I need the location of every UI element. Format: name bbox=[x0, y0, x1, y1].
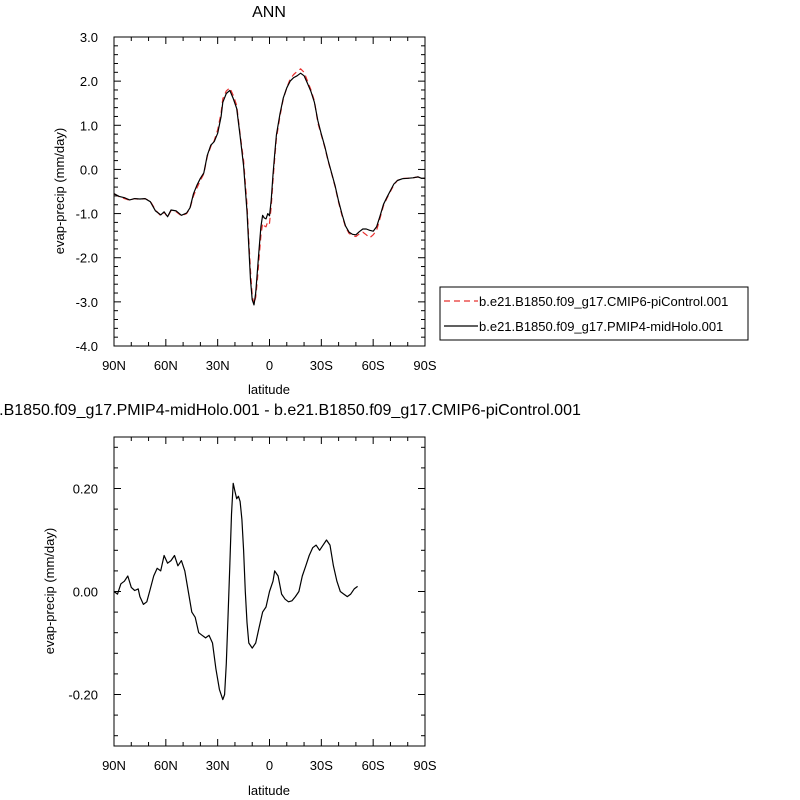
top-y-tick-label: -1.0 bbox=[76, 207, 98, 222]
bottom-x-tick-label: 90N bbox=[102, 758, 126, 773]
legend-box bbox=[439, 286, 749, 341]
top-x-tick-label: 60S bbox=[362, 358, 385, 373]
top-y-tick-label: 0.0 bbox=[80, 162, 98, 177]
top-x-tick-label: 30S bbox=[310, 358, 333, 373]
top-y-tick-label: 2.0 bbox=[80, 74, 98, 89]
top-plot-frame bbox=[113, 36, 426, 347]
top-series-line-0 bbox=[113, 68, 425, 305]
bottom-x-axis-label: latitude bbox=[248, 783, 290, 798]
top-x-tick-label: 60N bbox=[154, 358, 178, 373]
bottom-plot-area bbox=[113, 482, 358, 701]
bottom-x-tick-label: 90S bbox=[413, 758, 436, 773]
bottom-y-tick-label: 0.00 bbox=[73, 585, 98, 600]
chart-bottom: b.e21.B1850.f09_g17.PMIP4-midHolo.001 - … bbox=[0, 402, 581, 798]
top-y-axis-label: evap-precip (mm/day) bbox=[52, 128, 67, 254]
legend-label-midholo: b.e21.B1850.f09_g17.PMIP4-midHolo.001 bbox=[479, 319, 723, 334]
bottom-y-tick-label: 0.20 bbox=[73, 482, 98, 497]
top-plot-area bbox=[113, 68, 425, 306]
bottom-y-tick-label: -0.20 bbox=[68, 688, 98, 703]
bottom-y-axis-label: evap-precip (mm/day) bbox=[42, 528, 57, 654]
top-x-axis-label: latitude bbox=[248, 382, 290, 397]
top-y-tick-label: -4.0 bbox=[76, 339, 98, 354]
chart-top: ANN 90N 60N 30N 0 30S 60S 90S -4.0 -3.0 -2.0 -1.0 0… bbox=[52, 4, 749, 397]
top-y-tick-label: -3.0 bbox=[76, 295, 98, 310]
legend-label-picontrol: b.e21.B1850.f09_g17.CMIP6-piControl.001 bbox=[479, 294, 728, 309]
bottom-series-line-0 bbox=[113, 482, 358, 701]
bottom-x-tick-label: 60N bbox=[154, 758, 178, 773]
top-y-tick-label: 1.0 bbox=[80, 118, 98, 133]
legend: b.e21.B1850.f09_g17.CMIP6-piControl.001 … bbox=[439, 286, 749, 341]
top-x-tick-label: 90N bbox=[102, 358, 126, 373]
top-y-tick-label: -2.0 bbox=[76, 251, 98, 266]
bottom-x-tick-label: 0 bbox=[266, 758, 273, 773]
top-y-tick-label: 3.0 bbox=[80, 30, 98, 45]
bottom-x-tick-label: 30S bbox=[310, 758, 333, 773]
top-series-line-1 bbox=[113, 72, 425, 306]
top-x-tick-label: 90S bbox=[413, 358, 436, 373]
top-chart-title: ANN bbox=[252, 4, 286, 21]
bottom-chart-title: b.e21.B1850.f09_g17.PMIP4-midHolo.001 - … bbox=[0, 402, 581, 419]
top-x-tick-label: 30N bbox=[206, 358, 230, 373]
bottom-x-tick-label: 30N bbox=[206, 758, 230, 773]
bottom-x-tick-label: 60S bbox=[362, 758, 385, 773]
top-x-tick-label: 0 bbox=[266, 358, 273, 373]
